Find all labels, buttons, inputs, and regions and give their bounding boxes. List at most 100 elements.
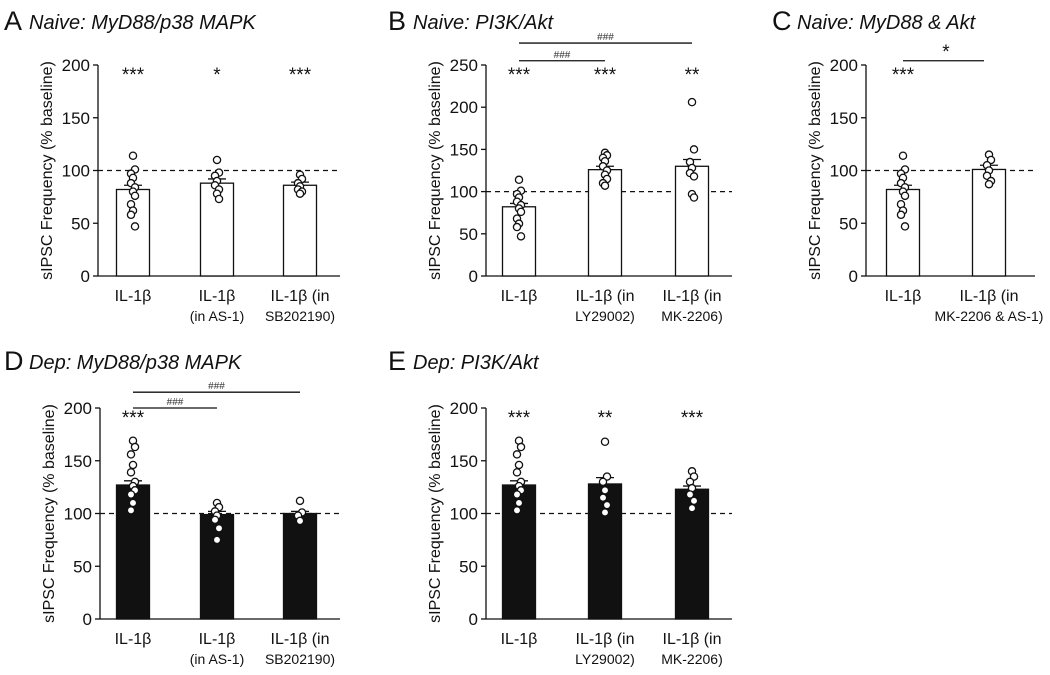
y-tick-label: 100 bbox=[450, 183, 478, 202]
data-point bbox=[900, 191, 910, 201]
data-point bbox=[689, 145, 699, 154]
bar bbox=[282, 512, 318, 620]
bar bbox=[674, 165, 710, 277]
significance-stars: *** bbox=[289, 65, 312, 86]
y-tick-label: 50 bbox=[71, 214, 90, 233]
y-tick-label: 100 bbox=[62, 162, 90, 181]
y-tick-label: 0 bbox=[81, 267, 90, 286]
data-point bbox=[126, 210, 136, 220]
significance-stars: ** bbox=[685, 65, 700, 86]
data-point bbox=[126, 490, 136, 499]
category-label: MK-2206) bbox=[661, 651, 722, 667]
y-tick-label: 100 bbox=[64, 505, 92, 524]
data-point bbox=[600, 181, 610, 190]
data-point bbox=[295, 189, 305, 198]
y-axis-label: sIPSC Frequency (% baseline) bbox=[427, 404, 444, 623]
category-label: IL-1β (in bbox=[663, 631, 722, 648]
data-point bbox=[514, 175, 524, 185]
y-tick-label: 150 bbox=[62, 109, 90, 128]
panel-letter: D bbox=[4, 346, 24, 376]
y-tick-label: 100 bbox=[450, 505, 478, 524]
data-point bbox=[512, 222, 522, 232]
y-tick-label: 150 bbox=[830, 109, 858, 128]
category-label: IL-1β (in bbox=[576, 288, 635, 305]
category-label: IL-1β bbox=[885, 288, 922, 305]
significance-stars: * bbox=[213, 65, 221, 86]
category-label: IL-1β bbox=[199, 631, 236, 648]
y-tick-label: 50 bbox=[459, 557, 478, 576]
data-point bbox=[214, 524, 224, 533]
data-point bbox=[126, 506, 136, 515]
significance-bracket-label: ### bbox=[167, 397, 184, 408]
y-axis-label: sIPSC Frequency (% baseline) bbox=[427, 61, 444, 280]
y-tick-label: 250 bbox=[450, 56, 478, 75]
data-point bbox=[130, 442, 140, 452]
data-point bbox=[689, 496, 699, 506]
y-axis-label: sIPSC Frequency (% baseline) bbox=[807, 61, 824, 280]
category-label: IL-1β bbox=[199, 288, 236, 305]
y-tick-label: 50 bbox=[459, 225, 478, 244]
data-point bbox=[900, 222, 910, 231]
data-point bbox=[512, 450, 522, 459]
category-label: IL-1β (in bbox=[576, 631, 635, 648]
category-label: LY29002) bbox=[575, 308, 635, 324]
panel-d: D Dep: MyD88/p38 MAPK 0 50 100 150 200 sIPSC Fr… bbox=[4, 346, 340, 667]
data-point bbox=[295, 516, 305, 526]
significance-stars: *** bbox=[122, 65, 145, 86]
category-label: (in AS-1) bbox=[190, 651, 244, 667]
significance-stars: *** bbox=[594, 65, 617, 86]
significance-stars: *** bbox=[681, 408, 704, 429]
data-point bbox=[212, 155, 222, 165]
data-point bbox=[128, 151, 138, 160]
panel-e: E Dep: PI3K/Akt 0 50 100 150 200 sIPSC Frequenc… bbox=[388, 346, 732, 667]
data-point bbox=[210, 515, 220, 525]
category-label: IL-1β (in bbox=[271, 288, 330, 305]
category-label: IL-1β (in bbox=[271, 631, 330, 648]
data-point bbox=[898, 151, 908, 160]
data-point bbox=[516, 207, 526, 217]
category-label: LY29002) bbox=[575, 651, 635, 667]
data-point bbox=[602, 500, 612, 510]
panel-c: C Naive: MyD88 & Akt 0 50 100 150 200 sIPSC Fre… bbox=[772, 6, 1043, 324]
category-label: IL-1β (in bbox=[960, 288, 1019, 305]
data-point bbox=[514, 498, 524, 508]
y-tick-label: 50 bbox=[839, 214, 858, 233]
panel-letter: B bbox=[388, 6, 406, 36]
data-point bbox=[685, 490, 695, 499]
y-tick-label: 200 bbox=[64, 399, 92, 418]
data-point bbox=[896, 210, 906, 220]
y-tick-label: 150 bbox=[64, 452, 92, 471]
panel-title: Naive: PI3K/Akt bbox=[413, 12, 555, 34]
data-point bbox=[128, 498, 138, 508]
panel-title: Naive: MyD88 & Akt bbox=[797, 12, 977, 34]
y-tick-label: 200 bbox=[450, 399, 478, 418]
panel-letter: C bbox=[772, 6, 792, 36]
data-point bbox=[126, 450, 136, 459]
data-point bbox=[212, 535, 222, 545]
y-tick-label: 0 bbox=[83, 610, 92, 629]
data-point bbox=[689, 193, 699, 202]
data-point bbox=[512, 490, 522, 499]
y-axis-label: sIPSC Frequency (% baseline) bbox=[39, 61, 56, 280]
data-point bbox=[512, 506, 522, 515]
category-label: (in AS-1) bbox=[190, 308, 244, 324]
data-point bbox=[687, 97, 697, 107]
data-point bbox=[214, 194, 224, 204]
significance-stars: ** bbox=[598, 408, 613, 429]
panel-title: Naive: MyD88/p38 MAPK bbox=[29, 12, 257, 34]
y-axis-label: sIPSC Frequency (% baseline) bbox=[41, 404, 58, 623]
y-tick-label: 150 bbox=[450, 452, 478, 471]
data-point bbox=[600, 437, 610, 447]
category-label: MK-2206) bbox=[661, 308, 722, 324]
significance-bracket-label: ### bbox=[554, 50, 571, 61]
data-point bbox=[516, 232, 526, 241]
data-point bbox=[126, 468, 136, 477]
data-point bbox=[128, 460, 138, 470]
category-label: SB202190) bbox=[265, 651, 335, 667]
significance-bracket-label: * bbox=[942, 42, 950, 63]
data-point bbox=[512, 468, 522, 477]
y-tick-label: 0 bbox=[469, 267, 478, 286]
category-label: IL-1β bbox=[501, 631, 538, 648]
y-tick-label: 0 bbox=[849, 267, 858, 286]
